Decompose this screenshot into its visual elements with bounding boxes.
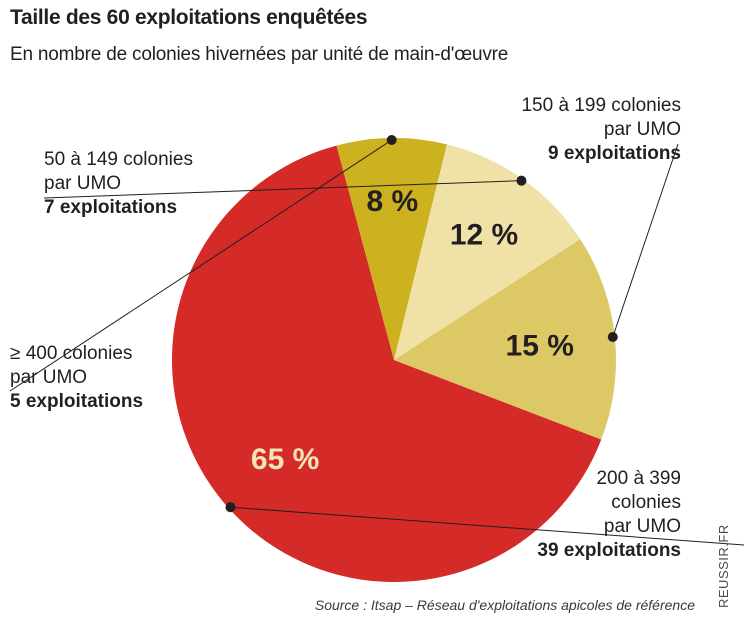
pie-slice-200-399 [172,145,602,583]
pie-slice-50-149 [394,144,581,360]
source-note: Source : Itsap – Réseau d'exploitations … [314,597,695,613]
pie-percent-label: 65 % [251,443,319,476]
slice-label-line: ≥ 400 colonies [10,343,133,364]
leader-dot [386,135,397,146]
slice-label-50-149: 50 à 149 colonies par UMO 7 exploitation… [44,148,193,220]
watermark: REUSSIR.FR [716,524,731,608]
slice-count: 5 exploitations [10,391,144,412]
slice-label-line: 200 à 399 [596,468,681,489]
chart-subtitle: En nombre de colonies hivernées par unit… [10,44,509,65]
slice-label-line: par UMO [44,173,122,194]
slice-label-line: par UMO [10,367,88,388]
pie-percent-label: 8 % [366,185,418,218]
slice-label-line: par UMO [603,119,681,140]
slice-label-150-199: 150 à 199 colonies par UMO 9 exploitatio… [521,94,681,166]
leader-line [9,139,392,392]
leader-dot [516,175,527,186]
slice-label-line: par UMO [603,516,681,537]
slice-count: 9 exploitations [547,143,681,164]
leader-dot [225,502,236,513]
slice-label-400-plus: ≥ 400 colonies par UMO 5 exploitations [10,342,143,414]
slice-label-line: colonies [611,492,681,513]
slice-label-200-399: 200 à 399 colonies par UMO 39 exploitati… [537,467,681,563]
chart-title: Taille des 60 exploitations enquêtées [10,6,368,29]
leader-line [612,143,679,338]
slice-count: 39 exploitations [537,540,681,561]
pie-slice-400-plus [336,137,447,360]
pie-percent-label: 12 % [450,218,518,251]
leader-line [230,506,745,546]
slice-label-line: 50 à 149 colonies [44,149,193,170]
pie-slice-150-199 [394,239,617,440]
pie-percent-label: 15 % [506,330,574,363]
leader-line [43,180,522,199]
slice-label-line: 150 à 199 colonies [521,95,681,116]
slice-count: 7 exploitations [44,197,178,218]
leader-dot [607,332,618,343]
